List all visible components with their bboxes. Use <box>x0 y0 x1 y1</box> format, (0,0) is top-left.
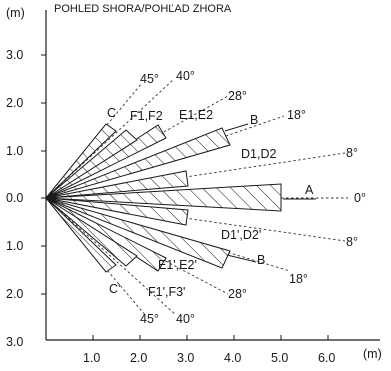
y-tick-label: 1.0 <box>6 239 23 253</box>
zone-label-e1e2: E1,E2 <box>179 108 213 122</box>
zone-8-down <box>45 197 189 226</box>
zone-label-f1f3-prime: F1',F3' <box>148 285 185 299</box>
zone-18-up <box>45 127 231 199</box>
zones <box>45 123 282 273</box>
x-tick-label: 3.0 <box>177 351 194 365</box>
angle-label-8-down: 8° <box>346 235 358 249</box>
angle-label-28-up: 28° <box>228 89 247 103</box>
zone-40-up <box>45 129 138 199</box>
x-ticks: 1.0 2.0 3.0 4.0 5.0 6.0 <box>83 335 335 365</box>
zone-label-b-up: B <box>250 113 258 127</box>
angle-labels: 0° 8° 8° 18° 18° 28° 28° 40° 40° 45° 45° <box>140 69 366 326</box>
zone-45-down <box>45 197 117 273</box>
ray-40-up <box>45 78 175 199</box>
diagram-title: POHLED SHORA/POHĽAD ZHORA <box>54 3 232 15</box>
zone-label-d1d2-prime: D1',D2' <box>221 228 261 242</box>
x-tick-label: 4.0 <box>224 351 241 365</box>
y-tick-label: 0.0 <box>6 191 23 205</box>
y-tick-label: 2.0 <box>6 287 23 301</box>
x-tick-label: 2.0 <box>130 351 147 365</box>
y-tick-label: 3.0 <box>6 48 23 62</box>
angle-label-18-up: 18° <box>287 108 306 122</box>
angle-label-40-down: 40° <box>176 312 195 326</box>
x-tick-label: 5.0 <box>271 351 288 365</box>
zone-40-down <box>45 197 138 267</box>
angle-label-40-up: 40° <box>176 69 195 83</box>
angle-label-0: 0° <box>354 191 366 205</box>
x-tick-label: 6.0 <box>318 351 335 365</box>
y-tick-label: 2.0 <box>6 96 23 110</box>
angle-label-28-down: 28° <box>228 287 247 301</box>
ray-40-down <box>45 197 177 316</box>
zone-8-up <box>45 170 189 199</box>
zone-labels: A D1,D2 D1',D2' B B E1,E2 E1',E2' F1,F2 … <box>107 106 316 299</box>
zone-label-b-down: B <box>257 253 265 267</box>
y-tick-label: 1.0 <box>6 144 23 158</box>
zone-45-up <box>45 123 117 199</box>
zone-0 <box>45 183 282 212</box>
x-axis-unit: (m) <box>363 347 382 361</box>
angle-label-18-down: 18° <box>289 272 308 286</box>
angle-label-45-up: 45° <box>140 72 159 86</box>
x-tick-label: 1.0 <box>83 351 100 365</box>
zone-label-c-prime: C' <box>109 282 120 296</box>
zone-label-a: A <box>305 183 314 197</box>
leader-b-up <box>224 123 249 132</box>
zone-18-down <box>45 197 231 269</box>
zone-label-c: C <box>107 106 116 120</box>
y-ticks: 3.0 2.0 1.0 0.0 1.0 2.0 3.0 <box>6 48 46 349</box>
zone-label-f1f2: F1,F2 <box>130 109 163 123</box>
leader-b-down <box>226 254 257 263</box>
y-axis-unit: (m) <box>6 6 25 20</box>
zone-label-d1d2: D1,D2 <box>241 147 276 161</box>
zone-label-e1e2-prime: E1',E2' <box>158 258 197 272</box>
ray-28-down <box>45 197 229 295</box>
angle-label-8-up: 8° <box>346 146 358 160</box>
y-tick-label: 3.0 <box>6 335 23 349</box>
angle-label-45-down: 45° <box>140 312 159 326</box>
